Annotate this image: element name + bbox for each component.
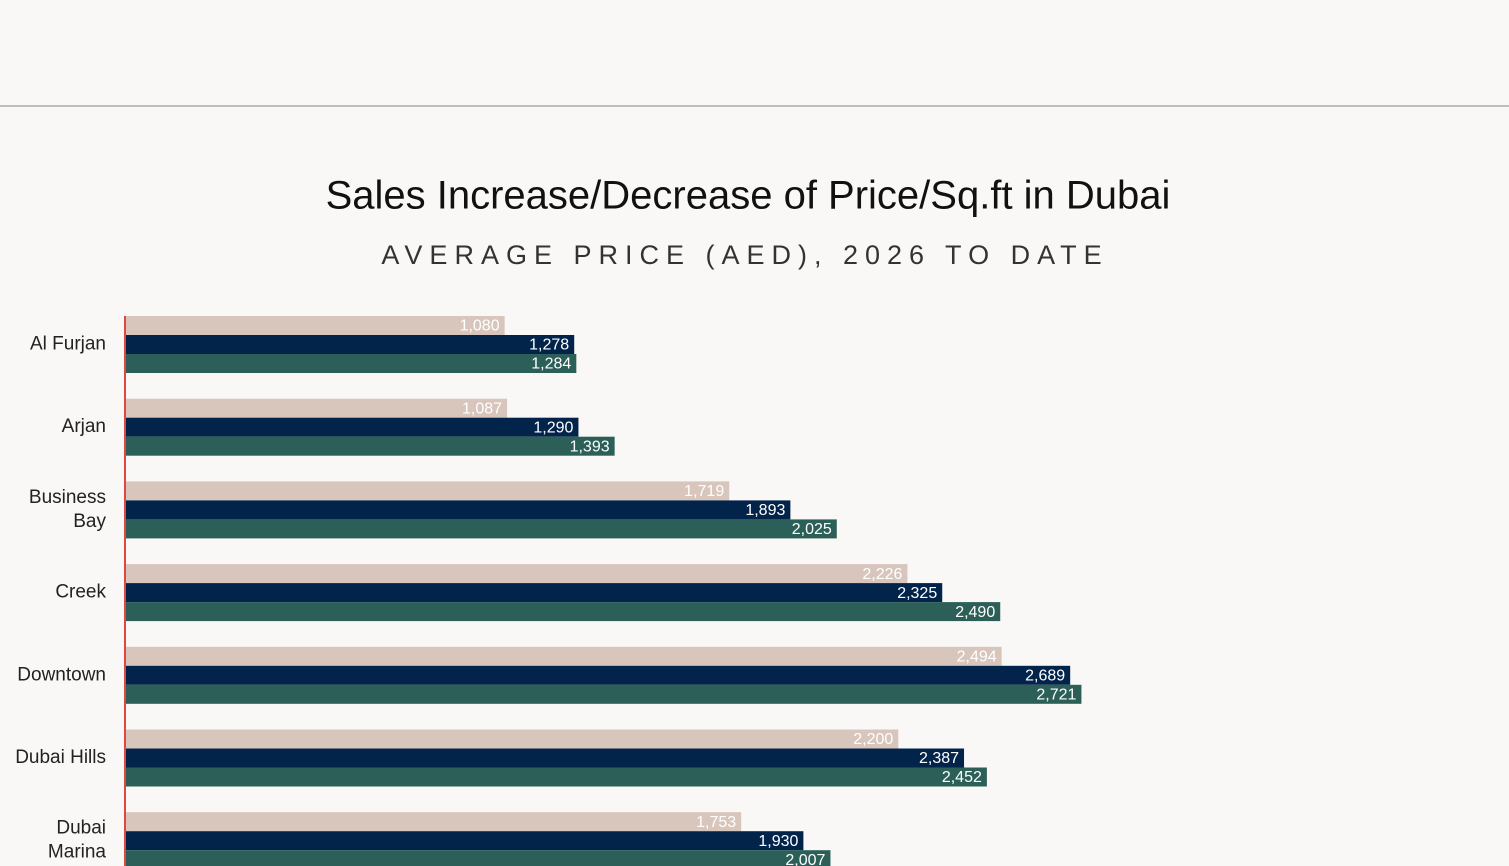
- chart-subtitle: AVERAGE PRICE (AED), 2026 TO DATE: [381, 240, 1108, 270]
- bar: [125, 767, 987, 787]
- bar: [125, 684, 1082, 704]
- bar: [125, 665, 1071, 685]
- value-label: 2,226: [862, 566, 902, 583]
- value-label: 2,007: [785, 852, 825, 866]
- bar: [125, 646, 1002, 666]
- value-label: 2,490: [955, 604, 995, 621]
- value-label: 1,278: [529, 337, 569, 354]
- value-label: 2,721: [1036, 687, 1076, 704]
- bar: [125, 316, 505, 335]
- bar: [125, 748, 965, 768]
- category-label-line: Business: [29, 487, 106, 508]
- value-label: 1,893: [745, 502, 785, 519]
- value-label: 2,689: [1025, 668, 1065, 685]
- value-label: 1,753: [696, 814, 736, 831]
- bar: [125, 831, 804, 851]
- bar: [125, 354, 577, 373]
- bar: [125, 417, 579, 437]
- value-label: 2,200: [853, 731, 893, 748]
- category-label-line: Marina: [48, 842, 107, 863]
- value-label: 2,452: [942, 769, 982, 786]
- value-label: 1,719: [684, 483, 724, 500]
- category-label: Dubai Hills: [15, 747, 106, 768]
- bar: [125, 481, 730, 501]
- category-label: Dubai Marina: [48, 818, 107, 863]
- value-label: 1,290: [533, 419, 573, 436]
- chart-title: Sales Increase/Decrease of Price/Sq.ft i…: [326, 174, 1171, 218]
- bar: [125, 729, 899, 749]
- bar: [125, 436, 615, 456]
- category-label: Arjan: [62, 416, 106, 437]
- category-label: Business Bay: [29, 487, 107, 532]
- value-label: 2,494: [957, 649, 997, 666]
- category-label-line: Dubai: [56, 818, 106, 839]
- category-label: Al Furjan: [30, 334, 106, 355]
- bar: [125, 335, 575, 354]
- bar: [125, 398, 508, 418]
- category-label: Creek: [55, 582, 106, 603]
- value-label: 1,393: [570, 438, 610, 455]
- bar: [125, 812, 742, 832]
- bar: [125, 500, 791, 520]
- value-label: 1,087: [462, 400, 502, 417]
- bar: [125, 602, 1001, 622]
- bar: [125, 519, 837, 539]
- value-label: 1,080: [460, 318, 500, 335]
- category-label: Downtown: [17, 664, 106, 685]
- category-label-line: Bay: [73, 511, 106, 532]
- value-label: 1,930: [758, 833, 798, 850]
- bar: [125, 564, 908, 584]
- value-label: 2,387: [919, 750, 959, 767]
- value-label: 2,325: [897, 585, 937, 602]
- value-label: 2,025: [792, 521, 832, 538]
- bar: [125, 850, 831, 866]
- bar: [125, 583, 943, 603]
- value-label: 1,284: [531, 356, 571, 373]
